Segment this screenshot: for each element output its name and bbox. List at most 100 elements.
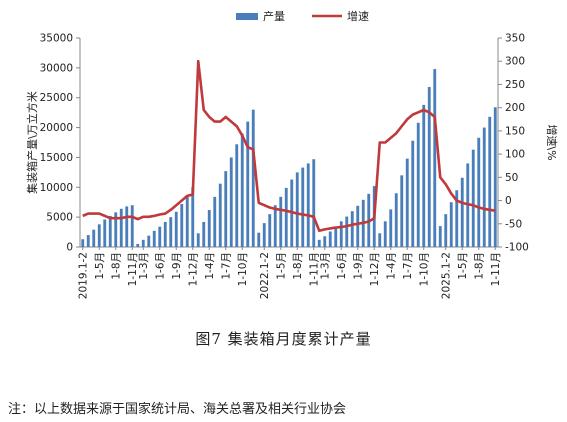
x-tick-label: 1-11月 (127, 252, 139, 286)
output-bar (147, 235, 151, 247)
x-tick-label: 1-12月 (187, 252, 199, 286)
right-tick-label: 0 (505, 195, 512, 207)
output-bar (317, 239, 321, 247)
output-bar (81, 239, 85, 247)
output-bar (273, 205, 277, 247)
output-bar (108, 215, 112, 247)
right-axis-title: 增速\% (545, 124, 559, 160)
x-tick-label: 1-8月 (110, 252, 122, 280)
x-tick-label: 1-3月 (319, 252, 331, 280)
left-tick-label: 20000 (40, 122, 73, 134)
x-tick-label: 1-6月 (336, 252, 348, 280)
figure-caption: 图7 集装箱月度累计产量 (195, 330, 372, 348)
left-tick-label: 25000 (40, 92, 73, 104)
x-tick-label: 1-11月 (490, 252, 502, 286)
output-bar (433, 69, 437, 247)
right-tick-label: 150 (505, 125, 525, 137)
output-bar (295, 172, 299, 247)
output-bar (257, 232, 261, 247)
output-bar (400, 175, 404, 247)
x-tick-label: 1-9月 (171, 252, 183, 280)
x-tick-label: 1-7月 (402, 252, 414, 280)
left-tick-label: 0 (66, 242, 73, 254)
output-bar (477, 137, 481, 247)
output-bar (323, 236, 327, 247)
output-bar (482, 127, 486, 247)
output-bar (97, 224, 101, 247)
output-bar (422, 104, 426, 247)
left-tick-label: 5000 (46, 212, 73, 224)
output-bar (268, 214, 272, 247)
x-tick-label: 1-6月 (154, 252, 166, 280)
output-bar (86, 235, 90, 247)
output-bar (152, 230, 156, 247)
source-note: 注：以上数据来源于国家统计局、海关总署及相关行业协会 (8, 402, 347, 417)
right-tick-label: 250 (505, 79, 525, 91)
growth-rate-line (82, 59, 496, 233)
output-bar (378, 233, 382, 247)
right-tick-label: 50 (505, 172, 518, 184)
x-tick-label: 1-12月 (369, 252, 381, 286)
output-bar (427, 86, 431, 247)
x-tick-label: 1-8月 (292, 252, 304, 280)
legend-swatch-output (236, 13, 258, 20)
output-bar (185, 195, 189, 247)
output-bar (312, 159, 316, 247)
right-tick-label: 200 (505, 102, 525, 114)
right-tick-label: 100 (505, 149, 525, 161)
output-bar (163, 221, 167, 247)
output-bar (356, 205, 360, 247)
output-bar (279, 196, 283, 247)
output-bar (455, 190, 459, 247)
output-bar (389, 209, 393, 247)
output-bar (460, 177, 464, 247)
output-bar (196, 233, 200, 247)
output-bar (262, 223, 266, 247)
left-tick-label: 35000 (40, 33, 73, 45)
legend-label-output: 产量 (263, 9, 285, 23)
output-bar (493, 107, 497, 248)
left-tick-label: 15000 (40, 152, 73, 164)
x-tick-label: 2019.1-2 (77, 252, 89, 299)
output-bar (218, 183, 222, 247)
output-bar (240, 133, 244, 247)
x-tick-label: 1-10月 (418, 252, 430, 286)
output-bar (405, 158, 409, 247)
x-tick-label: 2022.1-2 (259, 252, 271, 299)
x-tick-label: 1-4月 (385, 252, 397, 280)
x-tick-label: 1-10月 (237, 252, 249, 286)
output-bar (174, 211, 178, 247)
output-bar (328, 231, 332, 247)
output-bar (471, 149, 475, 247)
left-tick-label: 30000 (40, 62, 73, 74)
output-bar (119, 208, 123, 247)
left-axis-title: 集装箱产量\万立方米 (25, 91, 39, 194)
right-tick-label: 300 (505, 56, 525, 68)
output-bar (438, 226, 442, 247)
output-bar (125, 206, 129, 247)
right-tick-label: -50 (505, 218, 522, 230)
output-bar (213, 196, 217, 247)
output-bar (301, 167, 305, 247)
x-tick-label: 1-7月 (220, 252, 232, 280)
output-bar (444, 214, 448, 247)
legend: 产量 增速 (236, 9, 369, 23)
x-tick-label: 1-5月 (275, 252, 287, 280)
output-bar (130, 205, 134, 247)
output-bar (224, 171, 228, 247)
x-tick-label: 1-5月 (457, 252, 469, 280)
output-bar (180, 204, 184, 247)
container-output-chart: 0 5000 10000 15000 20000 25000 30000 35000 -100 -… (25, 9, 559, 299)
output-bar (229, 157, 233, 247)
x-tick-label: 1-9月 (352, 252, 364, 280)
output-bar (114, 212, 118, 247)
x-tick-label: 1-3月 (138, 252, 150, 280)
output-bar (141, 239, 145, 247)
growth-line-layer (82, 59, 496, 233)
right-tick-label: -100 (505, 242, 529, 254)
output-bars (81, 69, 497, 248)
legend-label-growth: 增速 (347, 9, 369, 23)
output-bar (251, 109, 255, 247)
right-tick-label: 350 (505, 33, 525, 45)
output-bar (207, 209, 211, 247)
